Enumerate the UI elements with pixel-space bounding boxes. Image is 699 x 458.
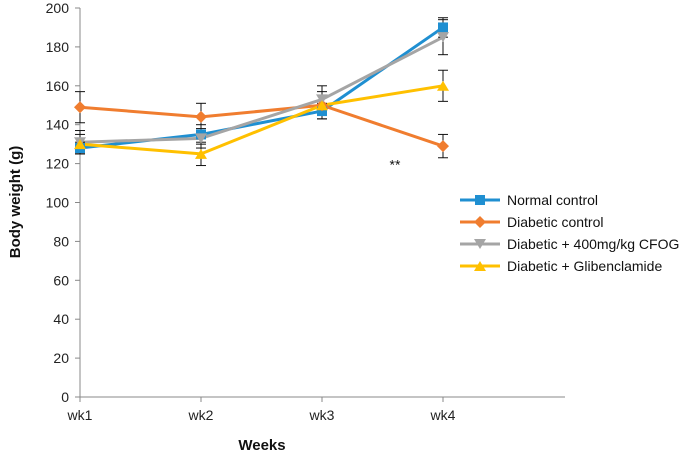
y-tick-label: 180 [46, 39, 70, 55]
y-tick-label: 20 [53, 350, 69, 366]
significance-annotation: ** [390, 156, 401, 172]
data-point-diabetic-glibenclamide [437, 80, 449, 91]
y-tick-label: 120 [46, 156, 70, 172]
legend-marker-diabetic-glibenclamide [474, 261, 486, 271]
x-ticks: wk1 wk2 wk3 wk4 [67, 397, 456, 423]
legend-marker-diabetic-400mg-kg-cfog [474, 239, 486, 249]
legend-label: Diabetic + Glibenclamide [507, 258, 662, 274]
y-tick-label: 60 [53, 272, 69, 288]
series-line-diabetic-400mg-kg-cfog [79, 35, 444, 144]
y-tick-label: 100 [46, 195, 70, 211]
y-tick-label: 140 [46, 117, 70, 133]
y-ticks: 0 20 40 60 80 100 120 140 160 180 200 [46, 0, 80, 405]
data-point-diabetic-control [437, 140, 449, 153]
data-point-diabetic-400mg-kg-cfog [437, 32, 449, 43]
data-point-diabetic-control [74, 101, 86, 114]
legend-label: Normal control [507, 192, 598, 208]
y-tick-label: 80 [53, 233, 69, 249]
data-point-diabetic-glibenclamide [74, 139, 86, 150]
y-tick-label: 40 [53, 311, 69, 327]
data-point-diabetic-400mg-kg-cfog [316, 94, 328, 105]
y-tick-label: 160 [46, 78, 70, 94]
legend-label: Diabetic + 400mg/kg CFOG [507, 236, 679, 252]
y-tick-label: 200 [46, 0, 70, 16]
legend-marker-diabetic-control [474, 216, 486, 228]
axes [79, 8, 565, 398]
legend: Normal control Diabetic control Diabetic +… [460, 192, 679, 274]
y-axis-title: Body weight (g) [7, 146, 24, 259]
x-tick-label: wk2 [188, 407, 214, 423]
series-lines [79, 26, 444, 156]
x-axis-title: Weeks [238, 437, 285, 454]
data-point-diabetic-glibenclamide [316, 100, 328, 111]
data-point-diabetic-control [195, 110, 207, 123]
markers [74, 22, 449, 159]
legend-label: Diabetic control [507, 214, 604, 230]
x-tick-label: wk4 [430, 407, 456, 423]
series-line-diabetic-glibenclamide [79, 84, 444, 156]
data-point-diabetic-glibenclamide [195, 148, 207, 159]
legend-marker-normal-control [475, 195, 485, 205]
y-tick-label: 0 [61, 389, 69, 405]
x-tick-label: wk3 [309, 407, 335, 423]
x-tick-label: wk1 [67, 407, 93, 423]
data-point-normal-control [438, 22, 448, 33]
data-point-diabetic-400mg-kg-cfog [195, 133, 207, 144]
series-line-diabetic-control [79, 103, 444, 148]
annotations: ** [390, 156, 401, 172]
